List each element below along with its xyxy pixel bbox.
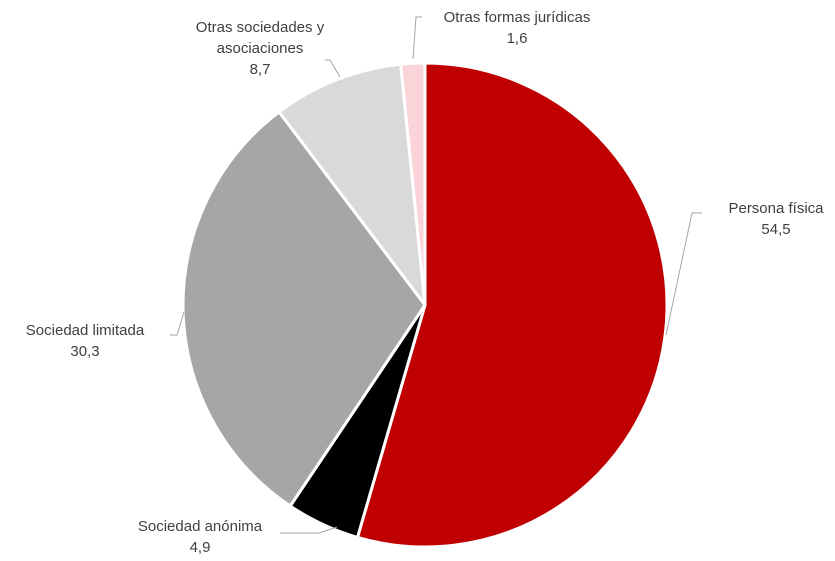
slice-otras-sociedades-y-asociaciones [277,62,427,307]
slice-value: 4,9 [190,539,211,556]
slice-label-sociedad-anonima: Sociedad anónima 4,9 [138,518,263,556]
leader-line-otras-sociedades-y-asociaciones [325,59,341,78]
slice-persona-fisica [355,61,669,549]
slice-label-sociedad-limitada: Sociedad limitada 30,3 [26,322,145,360]
slice-category: asociaciones [217,40,304,57]
leader-line-sociedad-limitada [170,311,185,336]
slice-otras-formas-juridicas [399,61,427,307]
slice-category: Persona física [728,200,824,217]
slice-label-otras-formas-juridicas: Otras formas jurídicas 1,6 [444,9,591,47]
slice-category: Otras sociedades y [196,19,325,36]
leader-line-otras-formas-juridicas [412,16,422,60]
slice-label-otras-sociedades-y-asociaciones: Otras sociedades y asociaciones 8,7 [196,19,325,78]
slice-label-persona-fisica: Persona física 54,5 [728,200,824,238]
slice-category: Sociedad anónima [138,518,263,535]
pie-slices [181,61,669,549]
slice-value: 1,6 [507,30,528,47]
slice-category: Otras formas jurídicas [444,9,591,26]
leader-line-sociedad-anonima [280,526,338,534]
leader-line-persona-fisica [665,212,702,336]
slice-sociedad-limitada [181,110,427,508]
slice-value: 54,5 [761,221,790,238]
slice-category: Sociedad limitada [26,322,145,339]
leader-lines [170,16,702,534]
slice-value: 30,3 [70,343,99,360]
slice-value: 8,7 [250,61,271,78]
